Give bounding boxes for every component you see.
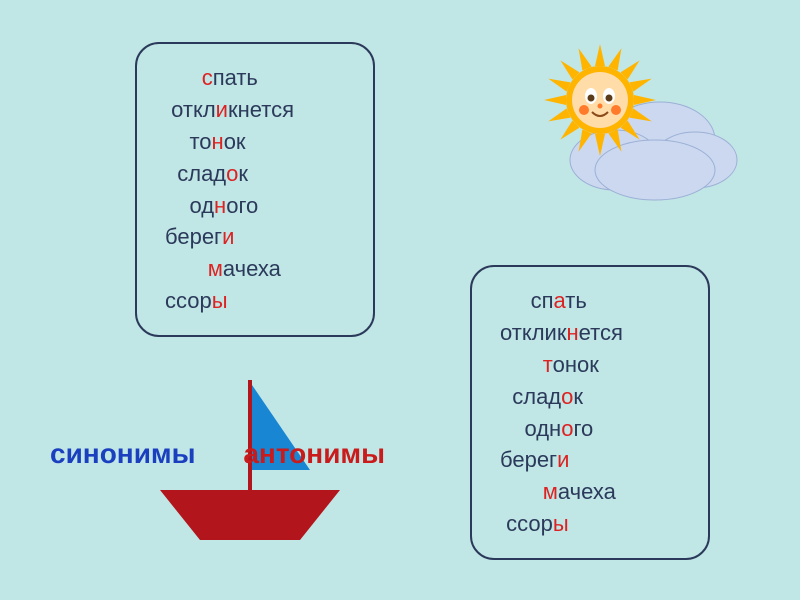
word-line: одного bbox=[500, 413, 680, 445]
word-line: тонок bbox=[165, 126, 345, 158]
word-line: откликнется bbox=[165, 94, 345, 126]
word-box-right: спатьоткликнется тонок сладок одногобере… bbox=[470, 265, 710, 560]
word-line: откликнется bbox=[500, 317, 680, 349]
word-line: тонок bbox=[500, 349, 680, 381]
word-line: одного bbox=[165, 190, 345, 222]
antonyms-label: антонимы bbox=[243, 438, 385, 469]
word-line: спать bbox=[165, 62, 345, 94]
word-line: мачеха bbox=[500, 476, 680, 508]
word-line: спать bbox=[500, 285, 680, 317]
word-box-left: спать откликнется тонок сладок одногобер… bbox=[135, 42, 375, 337]
word-line: мачеха bbox=[165, 253, 345, 285]
word-line: ссоры bbox=[165, 285, 345, 317]
synonyms-label: синонимы bbox=[50, 438, 196, 469]
word-line: береги bbox=[500, 444, 680, 476]
word-line: береги bbox=[165, 221, 345, 253]
word-line: сладок bbox=[500, 381, 680, 413]
sun-cloud-decoration bbox=[510, 30, 740, 210]
word-line: сладок bbox=[165, 158, 345, 190]
word-line: ссоры bbox=[500, 508, 680, 540]
category-labels: синонимы антонимы bbox=[50, 438, 385, 470]
